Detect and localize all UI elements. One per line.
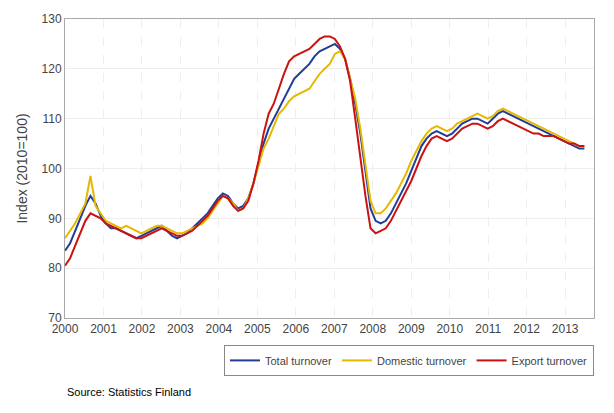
svg-text:2011: 2011: [475, 322, 501, 336]
svg-text:2001: 2001: [90, 322, 117, 336]
svg-text:2009: 2009: [398, 322, 425, 336]
svg-text:2012: 2012: [513, 322, 540, 336]
svg-text:90: 90: [48, 212, 62, 226]
svg-text:Export turnover: Export turnover: [512, 355, 588, 367]
svg-text:Index (2010=100): Index (2010=100): [14, 113, 30, 223]
svg-text:2008: 2008: [359, 322, 386, 336]
svg-text:2005: 2005: [244, 322, 271, 336]
svg-text:120: 120: [42, 62, 62, 76]
svg-text:70: 70: [48, 311, 62, 325]
svg-text:2013: 2013: [552, 322, 579, 336]
svg-text:130: 130: [42, 12, 62, 26]
svg-text:Total turnover: Total turnover: [265, 355, 332, 367]
svg-text:2006: 2006: [282, 322, 309, 336]
svg-text:2007: 2007: [321, 322, 348, 336]
svg-text:2000: 2000: [52, 322, 79, 336]
svg-text:Source: Statistics Finland: Source: Statistics Finland: [67, 386, 191, 398]
svg-text:2002: 2002: [129, 322, 156, 336]
svg-text:100: 100: [42, 162, 62, 176]
svg-text:110: 110: [42, 112, 61, 126]
svg-text:80: 80: [48, 261, 62, 275]
svg-text:2003: 2003: [167, 322, 194, 336]
svg-text:2004: 2004: [206, 322, 233, 336]
svg-text:2010: 2010: [436, 322, 463, 336]
svg-text:Domestic turnover: Domestic turnover: [377, 355, 467, 367]
